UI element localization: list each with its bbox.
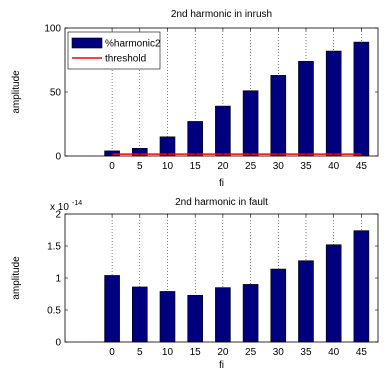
x-tick-label: 20 [217, 347, 229, 358]
legend: %harmonic2 threshold [67, 31, 161, 70]
y-axis-label: amplitude [11, 70, 22, 114]
bar [298, 260, 314, 343]
chart-panel-2: 0 5 10 15 20 25 30 35 40 45 0 0.5 1 1.5 2 2nd harmonic … [11, 197, 379, 369]
x-tick-label: 15 [190, 161, 202, 172]
bar [104, 275, 120, 343]
y-tick-label: 100 [44, 24, 61, 35]
x-axis-label: fi [219, 178, 224, 189]
x-axis-label: fi [219, 360, 224, 369]
x-tick-label: 40 [328, 161, 340, 172]
x-tick-label: 35 [300, 161, 312, 172]
bar [131, 286, 148, 343]
bar [215, 287, 231, 343]
y-tick-label: 2 [55, 210, 61, 221]
chart-title: 2nd harmonic in fault [175, 197, 268, 208]
y-axis-label: amplitude [11, 256, 22, 300]
y-tick-label: 1.5 [47, 242, 61, 253]
y-exponent-label: x 10 [50, 202, 69, 213]
bar [270, 75, 287, 157]
y-tick-label: 0 [55, 152, 61, 163]
x-tick-label: 45 [356, 161, 368, 172]
bar [325, 244, 342, 343]
x-tick-label: 10 [162, 347, 174, 358]
x-tick-label: 5 [137, 347, 143, 358]
bar [187, 121, 203, 157]
legend-swatch-bar [71, 37, 103, 49]
x-tick-label: 20 [217, 161, 229, 172]
y-tick-label: 1 [55, 274, 61, 285]
legend-entry: threshold [105, 54, 146, 65]
bar [215, 105, 231, 157]
bar [353, 230, 370, 343]
x-tick-label: 0 [109, 347, 115, 358]
y-exponent-power: -14 [72, 200, 82, 207]
chart-panel-1: 0 5 10 15 20 25 30 35 40 45 0 50 100 2nd harmonic in … [11, 9, 379, 189]
y-tick-label: 50 [50, 88, 62, 99]
bar [298, 60, 314, 157]
x-tick-label: 0 [109, 161, 115, 172]
x-tick-label: 40 [328, 347, 340, 358]
bar [353, 41, 370, 157]
bar [159, 291, 176, 343]
x-tick-label: 45 [356, 347, 368, 358]
bar [325, 50, 342, 157]
bar [270, 268, 287, 343]
bar [242, 90, 259, 157]
x-tick-label: 25 [245, 161, 257, 172]
x-tick-label: 10 [162, 161, 174, 172]
legend-entry: %harmonic2 [105, 39, 161, 50]
y-tick-label: 0.5 [47, 306, 61, 317]
x-tick-label: 35 [300, 347, 312, 358]
y-tick-label: 0 [55, 338, 61, 349]
bar [242, 284, 259, 343]
chart-title: 2nd harmonic in inrush [171, 9, 272, 20]
x-tick-label: 30 [273, 161, 285, 172]
bar [187, 294, 203, 343]
x-tick-label: 25 [245, 347, 257, 358]
x-tick-label: 30 [273, 347, 285, 358]
x-tick-label: 15 [190, 347, 202, 358]
x-tick-label: 5 [137, 161, 143, 172]
